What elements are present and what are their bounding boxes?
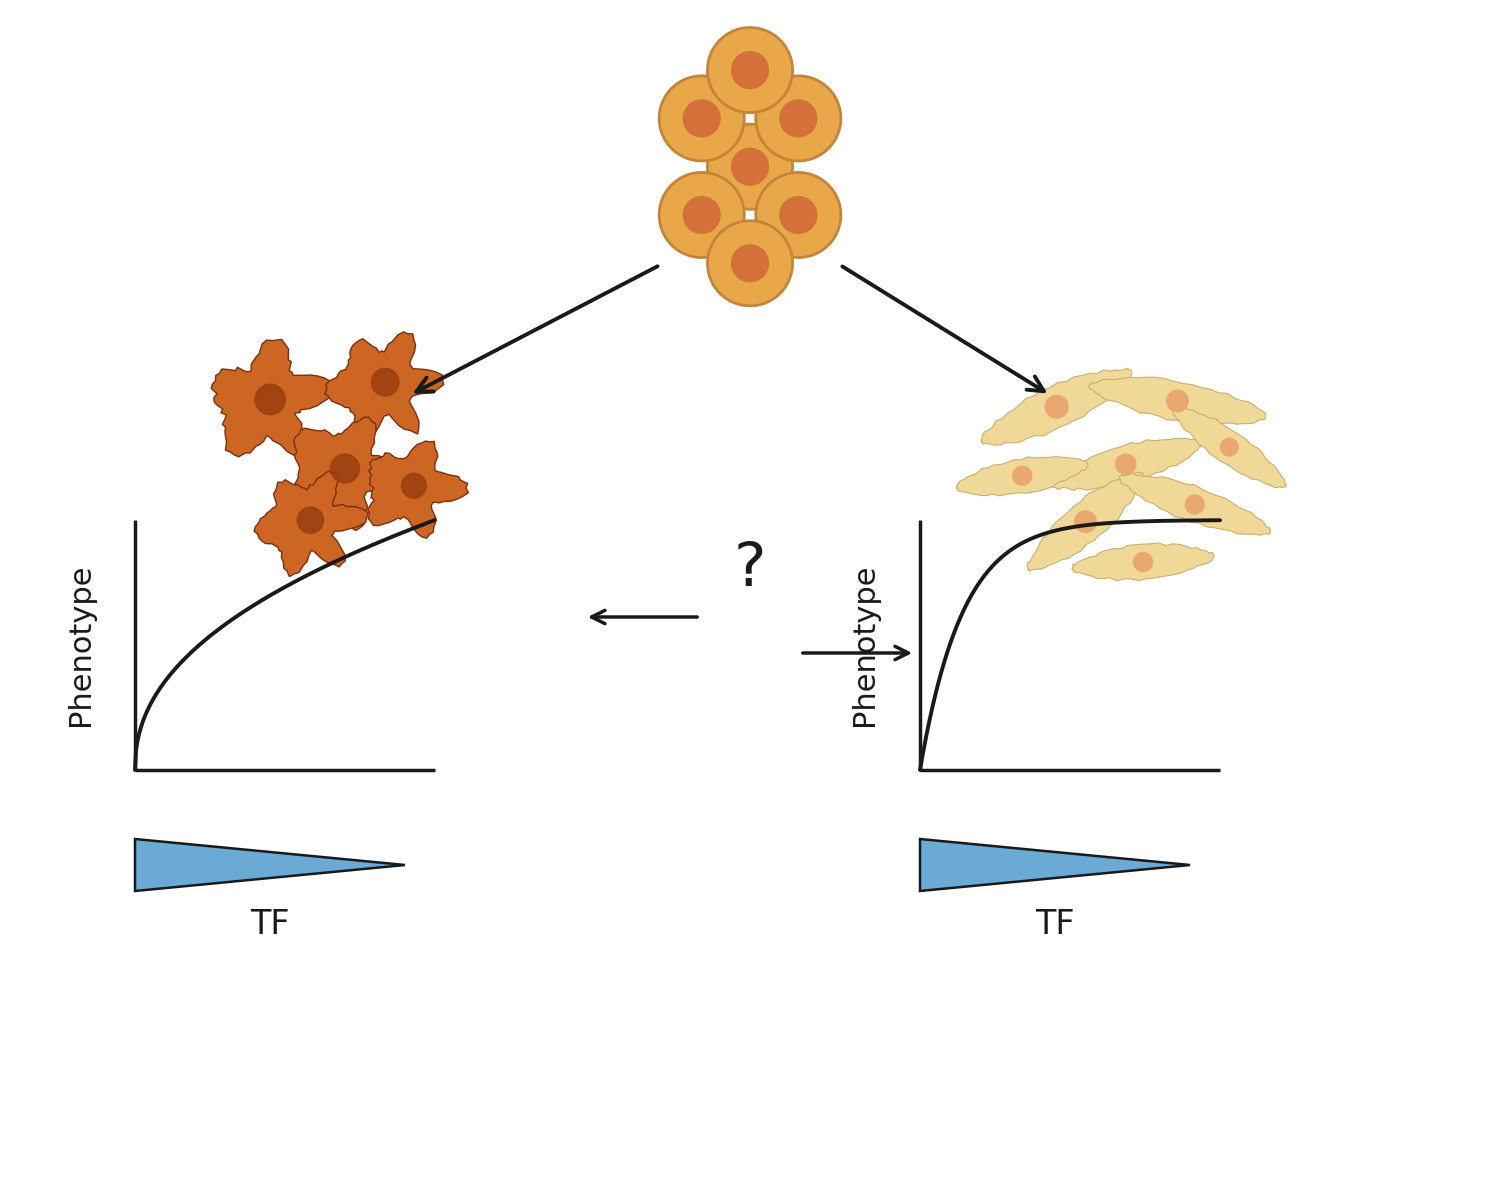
Polygon shape [1173, 406, 1287, 487]
Circle shape [658, 76, 744, 161]
Polygon shape [368, 442, 468, 538]
Polygon shape [1050, 438, 1202, 491]
Circle shape [1221, 438, 1238, 456]
Polygon shape [981, 368, 1132, 445]
Polygon shape [211, 340, 333, 457]
Circle shape [1167, 390, 1188, 412]
Circle shape [658, 173, 744, 258]
Polygon shape [135, 839, 405, 890]
Polygon shape [1072, 542, 1214, 581]
Circle shape [1074, 511, 1096, 533]
Text: TF: TF [251, 908, 290, 942]
Polygon shape [920, 839, 1190, 890]
Circle shape [1116, 454, 1136, 474]
Circle shape [1134, 552, 1152, 571]
Text: TF: TF [1035, 908, 1076, 942]
Circle shape [372, 368, 399, 396]
Polygon shape [290, 418, 406, 530]
Circle shape [732, 52, 768, 89]
Circle shape [708, 28, 792, 113]
Circle shape [402, 473, 426, 498]
Circle shape [708, 124, 792, 209]
Circle shape [756, 76, 842, 161]
Polygon shape [324, 332, 444, 437]
Text: Phenotype: Phenotype [66, 564, 94, 726]
Circle shape [1185, 496, 1204, 514]
Polygon shape [1089, 377, 1266, 425]
Circle shape [732, 245, 768, 282]
Circle shape [780, 197, 816, 233]
Circle shape [732, 149, 768, 185]
Circle shape [255, 384, 285, 415]
Circle shape [780, 100, 816, 137]
Circle shape [756, 173, 842, 258]
Circle shape [684, 100, 720, 137]
Polygon shape [957, 457, 1088, 496]
Text: Phenotype: Phenotype [850, 564, 879, 726]
Circle shape [684, 197, 720, 233]
Text: ?: ? [734, 540, 766, 600]
Polygon shape [1119, 473, 1270, 535]
Circle shape [330, 454, 360, 482]
Circle shape [1013, 467, 1032, 485]
Circle shape [708, 221, 792, 306]
Circle shape [297, 508, 324, 533]
Circle shape [1046, 395, 1068, 418]
Polygon shape [1028, 472, 1144, 571]
Polygon shape [254, 472, 368, 577]
